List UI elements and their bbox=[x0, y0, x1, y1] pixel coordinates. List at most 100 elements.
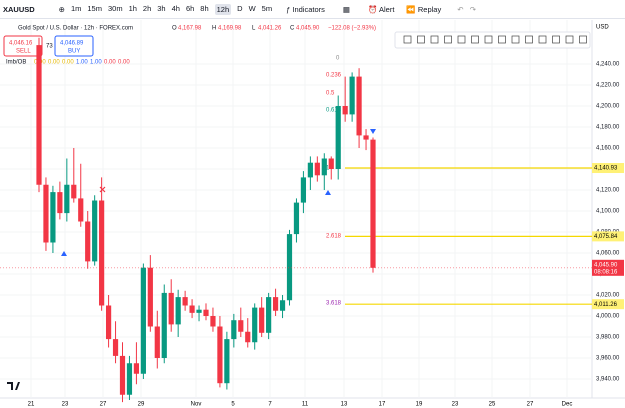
interval[interactable]: W bbox=[248, 3, 256, 13]
interval[interactable]: 3h bbox=[157, 3, 166, 13]
candle-body bbox=[224, 339, 230, 384]
indicator-value: 0.00 bbox=[62, 60, 74, 66]
interval[interactable]: 4h bbox=[171, 3, 180, 13]
indicators[interactable]: ƒ Indicators bbox=[286, 4, 325, 14]
ohlc-value: 4,045.90 bbox=[296, 26, 320, 32]
add[interactable]: ⊕ bbox=[58, 4, 65, 14]
marker bbox=[61, 251, 67, 256]
drawing-tool[interactable] bbox=[417, 35, 425, 44]
replay[interactable]: ⏪ Replay bbox=[406, 4, 442, 14]
drawing-tool[interactable] bbox=[552, 35, 560, 44]
candle-body bbox=[126, 363, 133, 395]
candle-body bbox=[43, 184, 49, 243]
y-tick-label: 3,940.00 bbox=[596, 377, 620, 383]
x-tick-label: 23 bbox=[62, 402, 69, 408]
drawing-tool[interactable] bbox=[457, 35, 466, 44]
candle-body bbox=[266, 297, 272, 333]
ohlc-key: O bbox=[172, 26, 177, 32]
candle-body bbox=[196, 309, 202, 313]
drawing-tool[interactable] bbox=[565, 35, 574, 44]
candle-body bbox=[217, 326, 223, 384]
candle-body bbox=[154, 326, 160, 358]
x-tick-label: 27 bbox=[527, 402, 534, 408]
candle-body bbox=[314, 162, 320, 176]
candle-body bbox=[203, 309, 209, 316]
interval[interactable]: 30m bbox=[107, 3, 123, 13]
fib-label: 0.236 bbox=[326, 73, 342, 79]
candle-body bbox=[272, 297, 279, 311]
x-tick-label: 19 bbox=[416, 402, 423, 408]
candle-body bbox=[50, 192, 56, 243]
candle-body bbox=[71, 184, 77, 199]
y-tick-label: 4,020.00 bbox=[596, 293, 620, 299]
candle-body bbox=[189, 305, 195, 313]
candle-body bbox=[105, 305, 112, 340]
ohlc-key: H bbox=[212, 26, 216, 32]
interval[interactable]: D bbox=[237, 3, 243, 13]
drawing-tool[interactable] bbox=[484, 35, 493, 44]
drawing-tool[interactable] bbox=[430, 35, 439, 44]
candle-body bbox=[168, 292, 174, 325]
drawing-toolbar bbox=[394, 31, 591, 49]
y-tick-label: 4,160.00 bbox=[596, 146, 620, 152]
x-tick-label: 21 bbox=[28, 402, 35, 408]
candle-body bbox=[328, 158, 334, 169]
drawing-tool[interactable] bbox=[498, 35, 506, 44]
x-tick-label: 25 bbox=[489, 402, 496, 408]
alert[interactable]: ⏰ Alert bbox=[367, 4, 395, 14]
drawing-tool[interactable] bbox=[444, 35, 452, 44]
x-tick-label: Dec bbox=[562, 402, 573, 408]
drawing-tool[interactable] bbox=[471, 35, 479, 44]
last-label: 4,045.90 bbox=[594, 262, 618, 268]
fib-label: 0.618 bbox=[326, 108, 342, 114]
interval[interactable]: 6h bbox=[185, 3, 195, 13]
candle-body bbox=[279, 300, 286, 311]
alert-label: Alert bbox=[379, 4, 395, 14]
candle-body bbox=[370, 139, 376, 268]
drawing-tool[interactable] bbox=[511, 35, 520, 44]
spread: 73 bbox=[46, 44, 53, 50]
level-tag bbox=[592, 299, 624, 310]
interval[interactable]: 5m bbox=[261, 3, 273, 13]
x-tick-label: 23 bbox=[452, 402, 459, 408]
drawing-tool[interactable] bbox=[525, 35, 533, 44]
level-label: 4,140.93 bbox=[594, 166, 618, 172]
x-tick-label: 11 bbox=[302, 402, 309, 408]
candle-body bbox=[349, 76, 355, 115]
candle-body bbox=[133, 363, 140, 374]
undo[interactable]: ↶ ↷ bbox=[457, 4, 477, 14]
drawing-tool[interactable] bbox=[403, 35, 412, 44]
layouts[interactable]: ▦ bbox=[342, 4, 350, 14]
interval[interactable]: 12h bbox=[214, 3, 232, 15]
y-tick-label: 4,220.00 bbox=[596, 83, 620, 89]
drawing-tool[interactable] bbox=[579, 35, 587, 44]
x-tick-label: 7 bbox=[268, 402, 272, 408]
interval[interactable]: 2h bbox=[142, 3, 152, 13]
ohlc-key: C bbox=[290, 26, 295, 32]
fib-label: 3.618 bbox=[326, 301, 342, 307]
symbol[interactable]: XAUUSD bbox=[3, 4, 35, 14]
interval[interactable]: 8h bbox=[200, 3, 209, 13]
legend-title: Gold Spot / U.S. Dollar · 12h · FOREX.co… bbox=[18, 26, 133, 32]
interval[interactable]: 1h bbox=[128, 3, 137, 13]
x-tick-label: 27 bbox=[100, 402, 107, 408]
interval[interactable]: 1m bbox=[70, 3, 82, 13]
y-tick-label: 4,000.00 bbox=[596, 314, 620, 320]
interval[interactable]: 15m bbox=[87, 3, 102, 13]
x-tick-label: Nov bbox=[191, 402, 202, 408]
y-tick-label: 4,240.00 bbox=[596, 62, 620, 68]
drawing-tool[interactable] bbox=[538, 35, 547, 44]
currency: USD bbox=[596, 25, 609, 31]
chart: 4,240.00 4,220.00 4,200.00 4,180.00 4,160.00… bbox=[0, 20, 625, 408]
candle-body bbox=[140, 267, 146, 374]
indicator-value: 0.00 bbox=[104, 60, 116, 66]
sell-price: 4,046.16 bbox=[9, 41, 33, 47]
candle-body bbox=[245, 331, 251, 343]
y-tick-label: 3,980.00 bbox=[596, 335, 620, 341]
candle-body bbox=[231, 320, 237, 340]
indicator-value: 0.00 bbox=[118, 60, 130, 66]
fib-label: 0.5 bbox=[326, 91, 335, 97]
buy-price: 4,046.89 bbox=[60, 41, 84, 47]
level-label: 4,075.84 bbox=[594, 234, 618, 240]
marker bbox=[99, 186, 106, 193]
